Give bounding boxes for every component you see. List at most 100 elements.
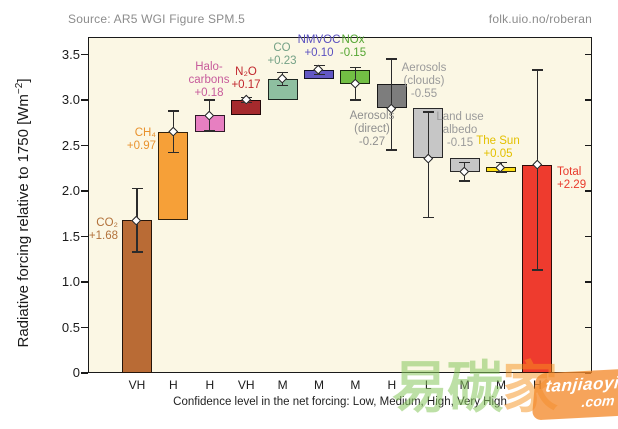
y-tick-mark-left (81, 326, 88, 329)
confidence-label-nox: M (350, 378, 361, 392)
bar-label-line: -0.55 (410, 88, 438, 100)
confidence-label-co: M (277, 378, 288, 392)
bar-label-line: CO (273, 42, 291, 54)
confidence-label-n2o: VH (237, 378, 255, 392)
error-cap-top-aerosols-direct (386, 58, 398, 60)
bar-label-line: The Sun (476, 135, 520, 147)
y-tick-label: 1.5 (61, 228, 80, 244)
y-tick-mark-left (81, 99, 88, 101)
confidence-label-nmvoc: M (314, 378, 324, 392)
bar-label-aerosols-direct: Aerosols (direct) -0.27 (312, 110, 432, 149)
bar-label-line: (direct) (354, 123, 390, 135)
bar-label-line: +0.18 (194, 87, 224, 99)
confidence-label-co2: VH (128, 378, 146, 392)
y-tick-label: 2.0 (61, 183, 80, 198)
bar-label-ch4: CH₄ +0.97 (36, 127, 156, 153)
y-tick-mark-right (584, 53, 591, 56)
error-cap-bottom-land-use-albedo (459, 180, 471, 182)
bar-label-land-use-albedo: Land use albedo -0.15 (400, 111, 520, 150)
error-cap-top-aerosols-clouds (422, 111, 434, 113)
bar-label-line: Aerosols (349, 110, 395, 122)
bar-label-aerosols-clouds: Aerosols (clouds) -0.55 (364, 62, 484, 101)
error-bar-aerosols-clouds (427, 111, 429, 218)
y-tick-label: 3.0 (61, 92, 80, 107)
confidence-label-total: H (533, 378, 542, 392)
bar-label-line: -0.15 (446, 137, 474, 149)
error-cap-bottom-nmvoc (313, 73, 325, 76)
bar-label-line: CH₄ (134, 127, 156, 139)
error-bar-total (536, 69, 539, 271)
error-cap-bottom-co2 (131, 251, 143, 253)
bar-label-line: N₂O (235, 66, 257, 78)
y-tick-label: 0.5 (61, 319, 80, 335)
bar-label-line: Land use (436, 111, 484, 123)
error-cap-top-total (531, 69, 543, 71)
y-tick-mark-left (81, 144, 88, 147)
bar-label-nmvoc: NMVOC +0.10 (259, 34, 379, 60)
bar-label-total: Total +2.29 (557, 166, 618, 192)
y-tick-mark-right (584, 99, 591, 101)
bar-label-co2: CO₂ +1.68 (0, 217, 118, 243)
error-cap-top-land-use-albedo (459, 162, 471, 164)
error-cap-top-co2 (131, 187, 143, 189)
bar-label-line: NOx (341, 34, 365, 46)
y-axis-title: Radiative forcing relative to 1750 [Wm−2… (14, 39, 34, 387)
error-cap-top-co (277, 72, 289, 74)
error-cap-top-ch4 (167, 110, 179, 112)
bar-label-line: +0.05 (483, 148, 513, 160)
error-cap-bottom-ch4 (167, 152, 179, 154)
confidence-label-aerosols-clouds: L (424, 378, 432, 392)
error-cap-bottom-aerosols-direct (386, 149, 398, 151)
y-tick-mark-right (584, 372, 591, 374)
error-cap-top-halocarbons (204, 99, 216, 101)
bar-label-line: +0.23 (267, 55, 297, 67)
confidence-label-halocarbons: H (205, 378, 215, 392)
y-tick-mark-left (81, 281, 88, 283)
y-tick-mark-right (584, 326, 591, 329)
bar-label-nox: NOx -0.15 (293, 34, 413, 60)
bar-label-line: +0.97 (126, 140, 156, 152)
error-cap-bottom-nox (349, 99, 361, 101)
error-cap-bottom-aerosols-clouds (422, 216, 434, 219)
y-tick-label: 1.0 (61, 274, 80, 289)
y-axis-title-bracket: ] (15, 78, 32, 83)
y-tick-mark-left (81, 372, 88, 374)
error-cap-bottom-total (531, 269, 543, 271)
bar-label-co: CO +0.23 (222, 42, 342, 68)
error-cap-top-nox (349, 66, 361, 68)
y-tick-label: 2.5 (61, 137, 80, 153)
y-tick-label: 3.5 (61, 46, 80, 62)
y-tick-mark-left (81, 53, 88, 56)
bar-label-line: -0.15 (339, 47, 367, 59)
bar-label-line: +2.29 (557, 179, 587, 191)
y-tick-mark-right (584, 281, 591, 283)
bar-label-line: +0.10 (304, 47, 334, 59)
bar-label-line: Aerosols (401, 62, 447, 74)
y-tick-mark-right (584, 235, 591, 238)
error-cap-bottom-co (277, 84, 289, 87)
bar-label-line: +0.17 (231, 79, 261, 91)
bar-label-line: carbons (188, 74, 230, 86)
bar-label-line: +1.68 (88, 230, 118, 242)
confidence-label-land-use-albedo: M (459, 378, 470, 392)
y-tick-mark-left (81, 235, 88, 238)
bar-label-line: albedo (442, 124, 478, 136)
y-tick-mark-right (584, 144, 591, 147)
site-caption: folk.uio.no/roberan (488, 12, 592, 26)
bar-label-n2o: N₂O +0.17 (186, 66, 306, 92)
y-axis-title-superscript: −2 (14, 82, 25, 95)
y-tick-mark-left (81, 190, 88, 192)
bar-label-line: CO₂ (96, 217, 118, 229)
bar-label-line: NMVOC (297, 34, 341, 46)
source-caption: Source: AR5 WGI Figure SPM.5 (68, 12, 245, 26)
bar-label-line: (clouds) (403, 75, 445, 87)
confidence-label-aerosols-direct: H (387, 378, 397, 392)
error-cap-bottom-halocarbons (204, 130, 216, 132)
confidence-label-ch4: H (169, 378, 178, 392)
bar-label-the-sun: The Sun +0.05 (438, 135, 558, 161)
bar-label-line: Halo- (195, 61, 223, 73)
bar-label-line: -0.27 (358, 136, 386, 148)
y-tick-mark-right (584, 190, 591, 192)
bar-label-halocarbons: Halo-carbons +0.18 (149, 61, 269, 100)
